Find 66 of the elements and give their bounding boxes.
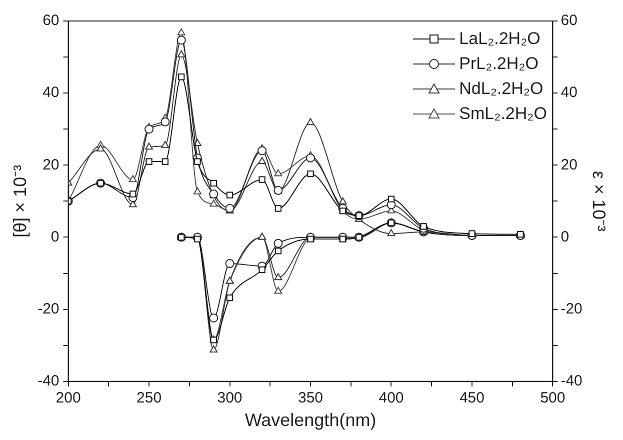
point [338, 197, 347, 204]
point [96, 144, 105, 152]
y-axis-title: [θ] × 10⁻³ [10, 164, 30, 238]
point [161, 140, 170, 148]
point [258, 146, 267, 156]
y-tick-label: -20 [38, 300, 60, 318]
point [145, 142, 153, 150]
point [274, 248, 282, 254]
x-tick-label: 500 [540, 390, 566, 407]
point [420, 223, 427, 230]
legend-label: LaL₂.2H₂O [459, 28, 540, 50]
x-tick-label: 400 [378, 390, 404, 407]
legend-label: NdL₂.2H₂O [459, 78, 544, 100]
point [194, 236, 201, 242]
point [387, 229, 396, 236]
point [226, 294, 234, 302]
x-tick-label: 450 [459, 390, 484, 407]
point [194, 158, 201, 165]
point [306, 153, 315, 162]
x-tick-label: 250 [136, 390, 162, 407]
y-tick-label: 40 [42, 84, 60, 102]
point [178, 74, 185, 80]
point [128, 175, 137, 182]
point [258, 157, 266, 164]
y-tick-label: 0 [50, 228, 60, 246]
point [274, 286, 282, 294]
y2-tick-label: -40 [560, 372, 582, 390]
point [146, 158, 152, 165]
point [210, 346, 218, 353]
x-axis-title: Wavelength(nm) [244, 410, 376, 430]
y2-tick-label: 40 [560, 84, 578, 102]
y2-tick-label: -20 [560, 300, 582, 318]
point [258, 266, 266, 274]
point [274, 238, 283, 248]
y-tick-label: 20 [42, 156, 60, 174]
point [210, 200, 218, 207]
y2-tick-label: 0 [560, 228, 570, 246]
point [274, 273, 282, 280]
y-tick-label: -40 [38, 372, 60, 390]
point [194, 187, 202, 194]
point [162, 158, 168, 165]
point [226, 192, 234, 198]
point [160, 117, 170, 126]
point [210, 180, 217, 187]
point [388, 196, 395, 202]
y2-tick-label: 60 [560, 12, 578, 30]
point [209, 313, 218, 322]
y-tick-label: 60 [42, 12, 60, 30]
y2-tick-label: 20 [560, 156, 578, 174]
x-tick-label: 200 [56, 390, 81, 407]
point [307, 170, 314, 178]
point [130, 190, 136, 198]
point [176, 36, 186, 45]
legend-label: SmL₂.2H₂O [459, 103, 547, 125]
x-tick-label: 350 [298, 390, 324, 407]
point [274, 169, 282, 176]
point [306, 118, 314, 126]
point [144, 124, 154, 134]
point [177, 50, 186, 58]
x-tick-label: 300 [217, 390, 242, 407]
y2-axis-title: ε × 10⁻³ [589, 170, 610, 232]
point [177, 28, 186, 36]
legend-label: PrL₂.2H₂O [459, 53, 538, 75]
point [274, 205, 282, 212]
point [225, 259, 234, 268]
point [258, 176, 266, 183]
